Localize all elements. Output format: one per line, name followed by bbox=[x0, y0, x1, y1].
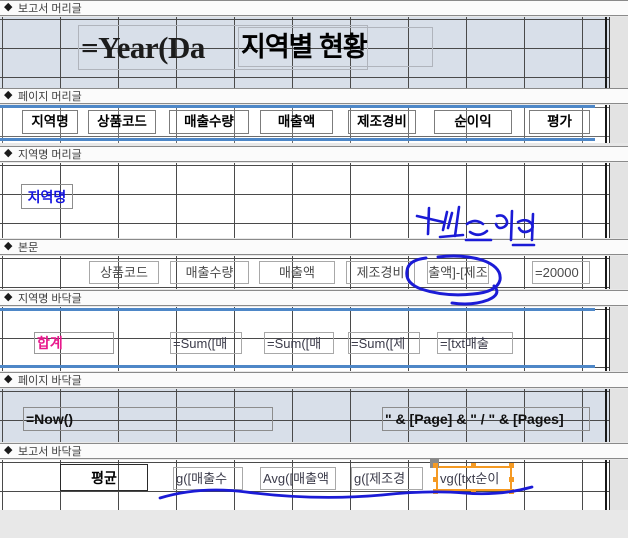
section-bar-report-footer[interactable]: ◆ 보고서 바닥글 bbox=[0, 443, 628, 459]
section-canvas-group-header[interactable] bbox=[0, 163, 609, 238]
report-footer-label-average[interactable]: 평균 bbox=[60, 464, 148, 491]
column-label-region[interactable]: 지역명 bbox=[22, 110, 78, 134]
detail-field-product-code[interactable]: 상품코드 bbox=[89, 261, 159, 284]
selection-handle-bottom-right[interactable] bbox=[509, 489, 514, 494]
page-footer-page-number-textbox[interactable]: " & [Page] & " / " & [Pages] bbox=[382, 407, 590, 431]
page-edge-line-page-footer bbox=[605, 389, 607, 442]
section-bar-detail[interactable]: ◆ 본문 bbox=[0, 239, 628, 255]
column-label-evaluation[interactable]: 평가 bbox=[529, 110, 590, 134]
column-label-product-code[interactable]: 상품코드 bbox=[88, 110, 156, 134]
detail-field-manufacturing-cost[interactable]: 제조경비 bbox=[346, 261, 415, 284]
right-margin-gutter-page-header bbox=[609, 105, 628, 143]
report-footer-avg-sales-qty[interactable]: g([매출수 bbox=[173, 467, 243, 490]
section-expand-icon[interactable]: ◆ bbox=[4, 239, 13, 252]
selection-handle-middle-right[interactable] bbox=[509, 477, 514, 482]
section-expand-icon[interactable]: ◆ bbox=[4, 372, 13, 385]
page-header-bottom-rule bbox=[0, 138, 595, 141]
section-expand-icon[interactable]: ◆ bbox=[4, 0, 13, 13]
selection-handle-bottom-center[interactable] bbox=[471, 489, 476, 494]
detail-field-sales-amount[interactable]: 매출액 bbox=[259, 261, 335, 284]
selection-handle-top-left[interactable] bbox=[433, 463, 438, 468]
column-label-net-profit[interactable]: 순이익 bbox=[434, 110, 512, 134]
page-edge-line-page-header bbox=[605, 105, 607, 143]
report-title-label[interactable]: 지역별 현황 bbox=[238, 27, 433, 67]
section-expand-icon[interactable]: ◆ bbox=[4, 443, 13, 456]
section-bar-group-footer[interactable]: ◆ 지역명 바닥글 bbox=[0, 290, 628, 306]
selection-handle-top-right[interactable] bbox=[509, 463, 514, 468]
section-label-detail: 본문 bbox=[18, 242, 39, 254]
section-label-page-footer: 페이지 바닥글 bbox=[18, 375, 82, 387]
page-edge-line-group-header bbox=[605, 163, 607, 238]
section-expand-icon[interactable]: ◆ bbox=[4, 88, 13, 101]
section-bar-page-footer[interactable]: ◆ 페이지 바닥글 bbox=[0, 372, 628, 388]
selection-handle-top-center[interactable] bbox=[471, 463, 476, 468]
group-header-field-region[interactable]: 지역명 bbox=[21, 184, 73, 209]
detail-field-evaluation[interactable]: =20000 bbox=[532, 261, 590, 284]
section-expand-icon[interactable]: ◆ bbox=[4, 290, 13, 303]
section-bar-group-header[interactable]: ◆ 지역명 머리글 bbox=[0, 146, 628, 162]
page-edge-line-group-footer bbox=[605, 307, 607, 371]
group-footer-top-rule bbox=[0, 308, 595, 311]
section-expand-icon[interactable]: ◆ bbox=[4, 146, 13, 159]
section-label-page-header: 페이지 머리글 bbox=[18, 91, 82, 103]
page-edge-line-report-header bbox=[605, 17, 607, 88]
detail-field-sales-qty[interactable]: 매출수량 bbox=[170, 261, 249, 284]
right-margin-gutter-detail bbox=[609, 256, 628, 289]
detail-field-netprofit[interactable]: 출액]-[제조 bbox=[427, 261, 489, 284]
right-margin-gutter-page-footer bbox=[609, 389, 628, 442]
report-footer-avg-sales-amount[interactable]: Avg([매출액 bbox=[260, 467, 336, 490]
column-label-manufacturing-cost[interactable]: 제조경비 bbox=[348, 110, 416, 134]
right-margin-gutter-group-footer bbox=[609, 307, 628, 371]
page-header-top-rule bbox=[0, 105, 595, 108]
section-label-report-header: 보고서 머리글 bbox=[18, 3, 82, 15]
design-grid-group-header bbox=[0, 163, 609, 238]
page-edge-line-detail bbox=[605, 256, 607, 289]
group-footer-net-profit-expression[interactable]: =[txt매출 bbox=[437, 332, 513, 354]
column-label-sales-qty[interactable]: 매출수량 bbox=[169, 110, 249, 134]
right-margin-gutter-report-header bbox=[609, 17, 628, 88]
section-bar-page-header[interactable]: ◆ 페이지 머리글 bbox=[0, 88, 628, 104]
section-bar-report-header[interactable]: ◆ 보고서 머리글 bbox=[0, 0, 628, 16]
group-footer-sum-sales-amount[interactable]: =Sum([매 bbox=[264, 332, 334, 354]
group-footer-label-total[interactable]: 합계 bbox=[34, 332, 114, 354]
report-footer-avg-net-profit[interactable]: vg([txt순이 bbox=[436, 466, 512, 491]
page-footer-date-textbox[interactable]: =Now() bbox=[23, 407, 273, 431]
page-edge-line-report-footer bbox=[605, 460, 607, 510]
selection-handle-middle-left[interactable] bbox=[433, 477, 438, 482]
group-footer-sum-manufacturing-cost[interactable]: =Sum([제 bbox=[348, 332, 420, 354]
group-footer-sum-sales-qty[interactable]: =Sum([매 bbox=[170, 332, 242, 354]
selection-handle-bottom-left[interactable] bbox=[433, 489, 438, 494]
report-footer-avg-manufacturing-cost[interactable]: g([제조경 bbox=[351, 467, 423, 490]
right-margin-gutter-group-header bbox=[609, 163, 628, 238]
section-label-group-footer: 지역명 바닥글 bbox=[18, 293, 82, 305]
section-label-report-footer: 보고서 바닥글 bbox=[18, 446, 82, 458]
right-margin-gutter-report-footer bbox=[609, 460, 628, 510]
section-label-group-header: 지역명 머리글 bbox=[18, 149, 82, 161]
column-label-sales-amount[interactable]: 매출액 bbox=[260, 110, 333, 134]
group-footer-bottom-rule bbox=[0, 365, 595, 368]
